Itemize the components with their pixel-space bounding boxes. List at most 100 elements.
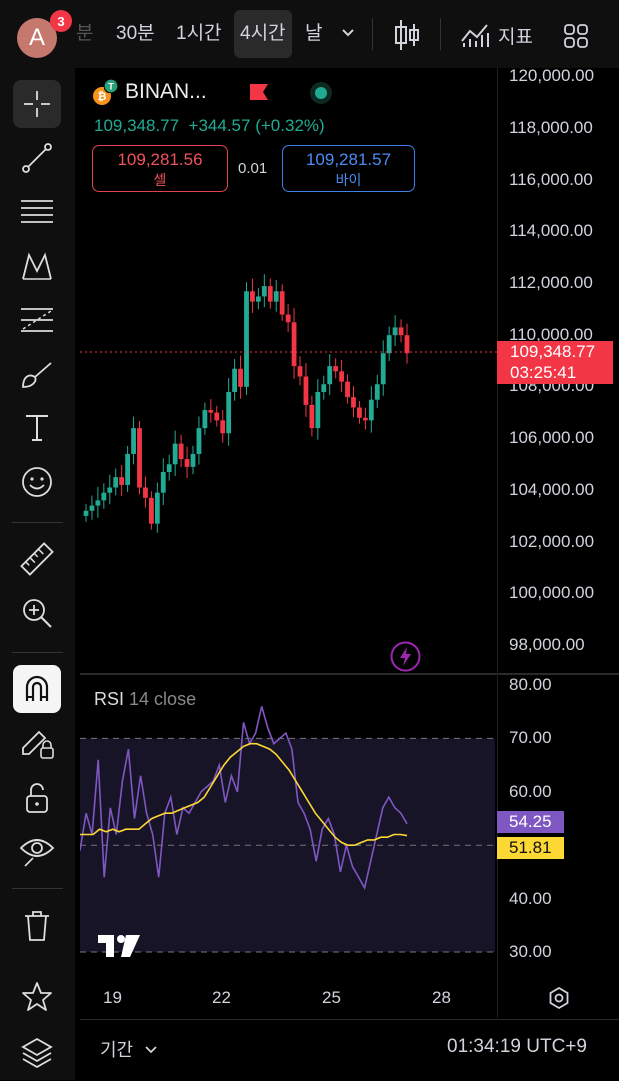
timeframe-day[interactable]: 날 — [305, 23, 323, 44]
trend-line-icon[interactable] — [13, 134, 61, 182]
fib-retracement-icon[interactable] — [13, 188, 61, 236]
candle-body — [125, 453, 131, 485]
quote-line: 109,348.77 +344.57 (+0.32%) — [94, 116, 325, 136]
price-change-percent: (+0.32%) — [255, 116, 325, 135]
bottom-bar — [80, 1019, 619, 1081]
chevron-down-icon[interactable] — [340, 24, 356, 45]
candle-body — [214, 412, 220, 421]
rsi-axis-label: 80.00 — [509, 675, 552, 694]
unlock-icon[interactable] — [13, 773, 61, 821]
candle-body — [107, 487, 113, 493]
layout-grid-icon[interactable] — [563, 23, 589, 54]
candle-body — [184, 459, 190, 467]
price-axis-label: 104,000.00 — [509, 480, 595, 499]
candle-body — [89, 505, 95, 511]
candle-body — [208, 410, 214, 413]
candle-body — [154, 492, 160, 524]
brush-icon[interactable] — [13, 350, 61, 398]
bar-countdown: 03:25:41 — [510, 363, 577, 382]
flag-icon[interactable] — [249, 83, 269, 106]
candle-body — [101, 492, 107, 501]
svg-text:T: T — [108, 82, 114, 92]
timeframe-1h[interactable]: 1시간 — [176, 23, 222, 44]
candle-body — [357, 407, 362, 418]
candle-body — [196, 428, 202, 454]
price-change: +344.57 — [188, 116, 251, 135]
trash-icon[interactable] — [13, 902, 61, 950]
eye-icon[interactable] — [13, 827, 61, 875]
period-selector[interactable]: 기간 — [100, 1036, 158, 1062]
candle-body — [291, 322, 297, 367]
pane-divider[interactable] — [80, 673, 619, 675]
candle-body — [250, 291, 255, 302]
pattern-icon[interactable] — [13, 242, 61, 290]
candle-body — [261, 286, 267, 297]
candle-body — [333, 366, 339, 372]
timeframe-30m[interactable]: 30분 — [116, 23, 155, 44]
avatar-letter: A — [28, 24, 45, 51]
candle-body — [285, 314, 291, 323]
measure-ruler-icon[interactable] — [13, 535, 61, 583]
candle-body — [404, 335, 410, 354]
candle-body — [351, 397, 356, 408]
candle-style-icon[interactable] — [393, 18, 421, 57]
candle-body — [238, 368, 243, 387]
candle-body — [345, 381, 350, 398]
candle-body — [398, 327, 404, 336]
drawing-toolbar — [0, 68, 75, 1080]
candle-body — [273, 291, 279, 302]
price-axis-label: 120,000.00 — [509, 66, 595, 85]
prediction-icon[interactable] — [13, 296, 61, 344]
magnet-icon[interactable] — [13, 665, 61, 713]
spread-value: 0.01 — [238, 160, 268, 177]
timeframe-4h[interactable]: 4시간 — [234, 10, 292, 58]
candle-body — [166, 464, 172, 473]
candle-body — [220, 420, 226, 434]
text-tool-icon[interactable] — [13, 404, 61, 452]
rsi-params: 14 close — [129, 689, 197, 709]
current-price-label: 109,348.77 03:25:41 — [497, 341, 613, 384]
crosshair-icon[interactable] — [13, 80, 61, 128]
clock-timezone[interactable]: 01:34:19 UTC+9 — [447, 1036, 587, 1057]
rsi-line — [80, 706, 408, 891]
x-axis-label: 19 — [103, 988, 122, 1007]
price-axis-label: 118,000.00 — [509, 118, 593, 137]
candle-body — [315, 391, 321, 429]
candle-body — [172, 443, 178, 465]
timeframe-minute[interactable]: 분 — [76, 23, 94, 44]
sell-button[interactable]: 109,281.56 셀 — [92, 145, 228, 192]
candle-body — [113, 477, 119, 488]
settings-gear-icon[interactable] — [547, 986, 571, 1015]
rsi-axis-label: 60.00 — [509, 782, 552, 801]
layers-icon[interactable] — [13, 1028, 61, 1076]
svg-text:₿: ₿ — [98, 91, 107, 103]
candle-body — [226, 391, 232, 434]
price-axis-label: 112,000.00 — [509, 273, 593, 292]
emoji-icon[interactable] — [13, 458, 61, 506]
indicators-button[interactable]: 지표 — [460, 20, 533, 50]
rsi-legend[interactable]: RSI 14 close — [94, 689, 196, 710]
buy-button[interactable]: 109,281.57 바이 — [282, 145, 415, 192]
candle-body — [279, 291, 285, 315]
candle-body — [137, 428, 142, 488]
symbol-name[interactable]: BINAN... — [125, 80, 207, 103]
candle-body — [309, 404, 315, 429]
candle-body — [297, 366, 303, 377]
candle-body — [131, 428, 136, 454]
lightning-icon[interactable] — [390, 641, 421, 677]
lock-drawings-icon[interactable] — [13, 719, 61, 767]
current-price-value: 109,348.77 — [510, 342, 596, 361]
price-axis-label: 106,000.00 — [509, 428, 595, 447]
star-icon[interactable] — [13, 973, 61, 1021]
candle-body — [202, 410, 208, 429]
candle-body — [267, 286, 273, 302]
candle-body — [95, 500, 101, 506]
x-axis-label: 22 — [212, 988, 231, 1007]
candle-body — [244, 291, 249, 387]
rsi-chart[interactable] — [80, 676, 497, 976]
rsi-value-tag: 54.25 — [497, 811, 564, 833]
price-chart[interactable] — [80, 68, 497, 673]
zoom-in-icon[interactable] — [13, 589, 61, 637]
candle-body — [190, 453, 196, 467]
price-axis-label: 100,000.00 — [509, 583, 595, 602]
